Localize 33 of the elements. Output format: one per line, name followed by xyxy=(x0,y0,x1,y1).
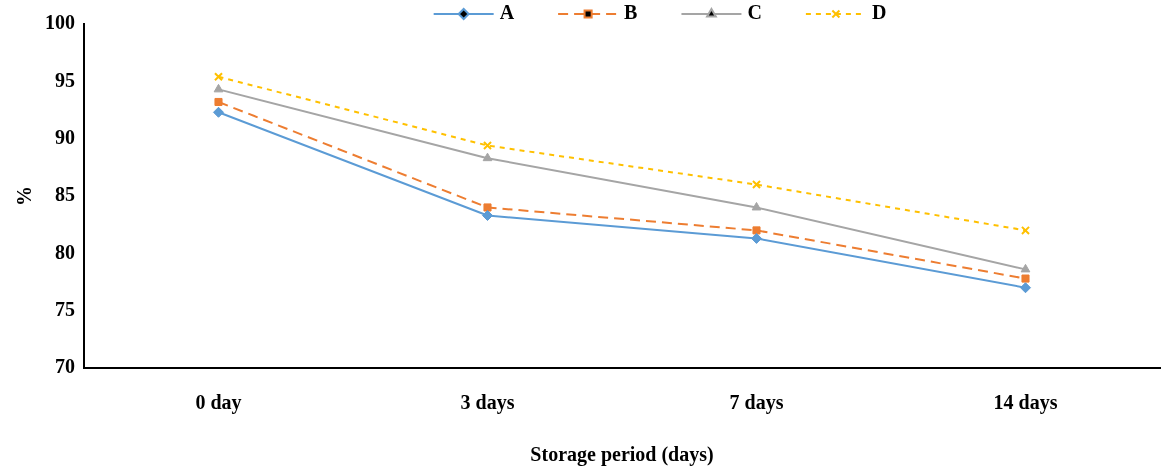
y-tick-label: 90 xyxy=(55,125,75,148)
point xyxy=(483,203,492,212)
point xyxy=(482,152,493,162)
point xyxy=(213,106,224,118)
point xyxy=(1021,274,1030,283)
y-tick-label: 85 xyxy=(55,183,75,206)
x-axis-title: Storage period (days) xyxy=(530,443,714,467)
legend-label: C xyxy=(747,1,762,24)
y-tick-label: 100 xyxy=(45,11,75,34)
legend-label: B xyxy=(624,1,638,24)
point xyxy=(751,232,762,244)
x-tick-label: 3 days xyxy=(460,391,515,415)
point xyxy=(752,226,761,235)
x-tick-label: 0 day xyxy=(195,391,242,415)
point xyxy=(482,209,493,221)
point xyxy=(214,97,223,107)
point xyxy=(213,83,224,93)
point xyxy=(482,141,493,151)
legend-label: A xyxy=(499,1,515,24)
y-tick-label: 95 xyxy=(55,68,75,91)
point xyxy=(1020,282,1031,294)
legend-label: D xyxy=(871,1,887,24)
x-tick-label: 14 days xyxy=(993,391,1058,415)
point xyxy=(213,72,224,82)
y-tick-label: 70 xyxy=(55,355,75,378)
point xyxy=(1020,225,1031,235)
y-tick-label: 75 xyxy=(55,297,75,320)
y-tick-label: 80 xyxy=(55,240,75,263)
point xyxy=(751,180,762,190)
x-tick-label: 7 days xyxy=(729,391,784,415)
y-axis-title: % xyxy=(13,186,36,206)
point xyxy=(1020,263,1031,273)
point xyxy=(751,201,762,211)
